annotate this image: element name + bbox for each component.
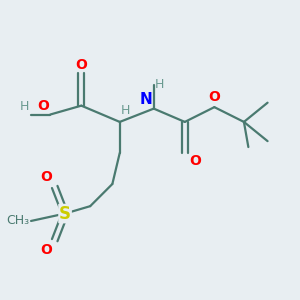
Text: H: H — [20, 100, 30, 113]
Text: O: O — [40, 243, 52, 257]
Text: N: N — [140, 92, 152, 107]
Text: O: O — [208, 90, 220, 104]
Text: H: H — [155, 79, 165, 92]
Text: O: O — [40, 170, 52, 184]
Text: O: O — [75, 58, 87, 72]
Text: O: O — [37, 99, 49, 113]
Text: O: O — [189, 154, 201, 168]
Text: H: H — [121, 104, 130, 118]
Text: CH₃: CH₃ — [7, 214, 30, 227]
Text: S: S — [59, 205, 71, 223]
